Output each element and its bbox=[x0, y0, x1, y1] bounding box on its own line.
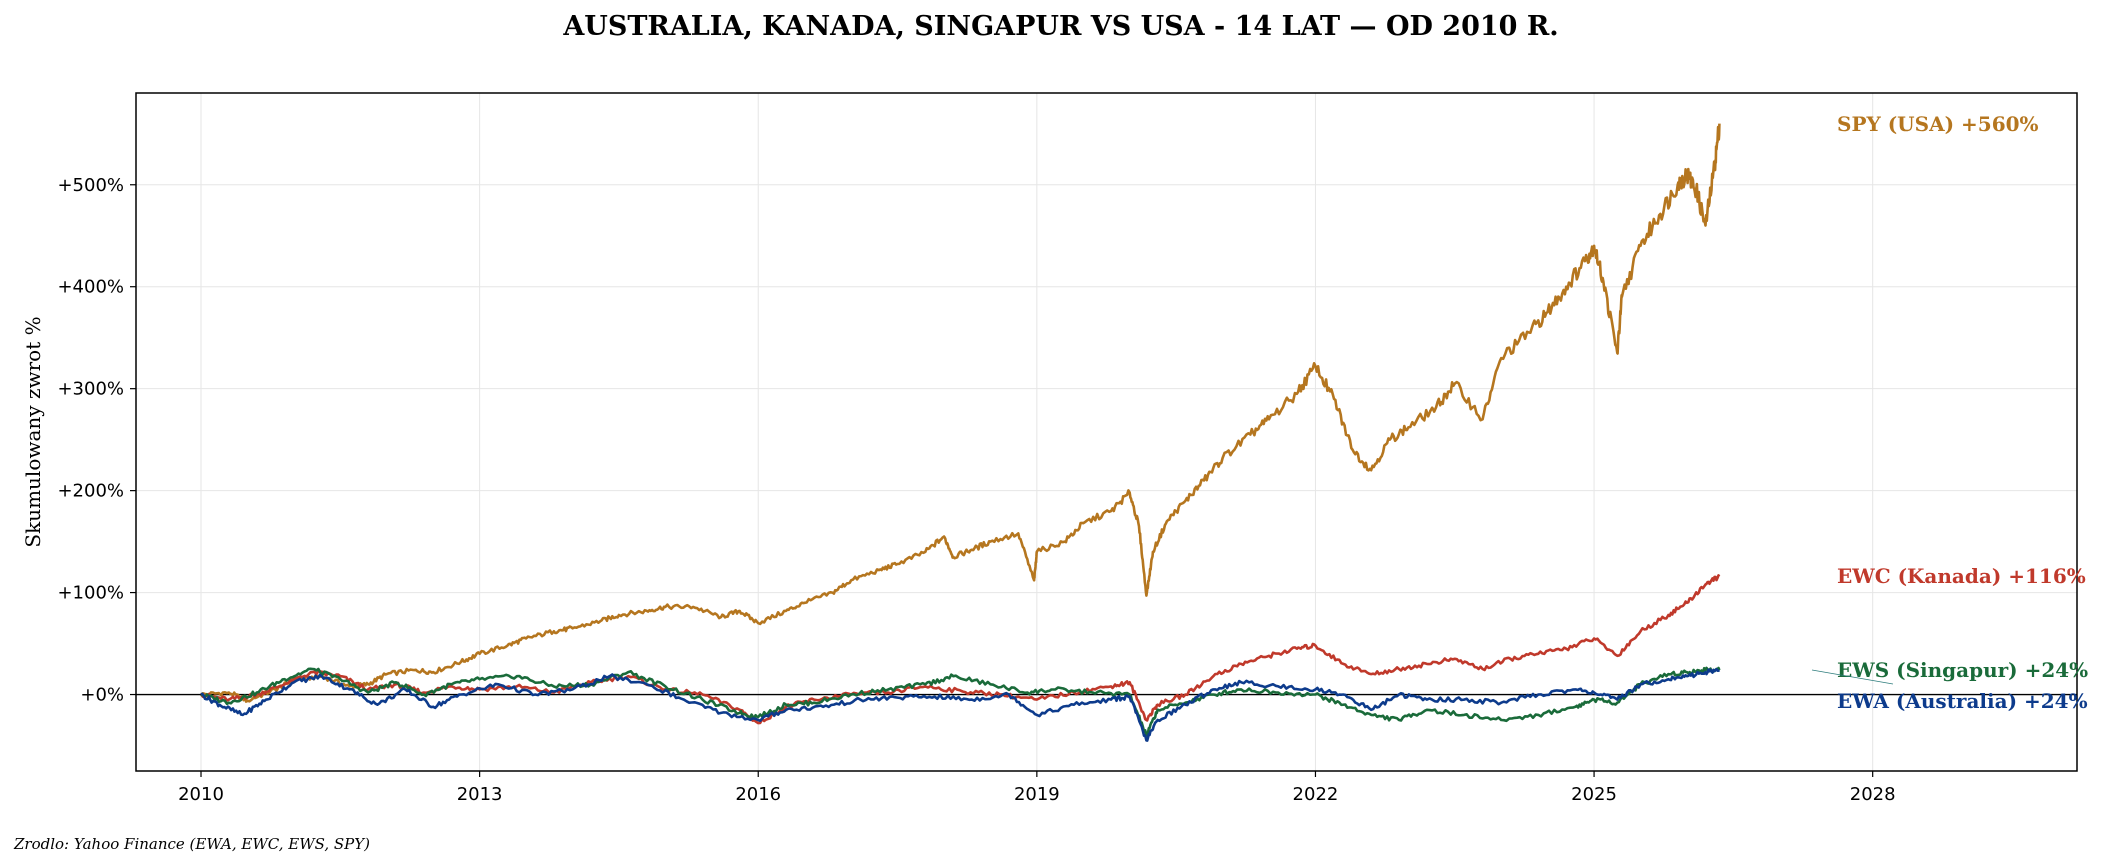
y-tick-label: +400% bbox=[57, 277, 124, 298]
series-line bbox=[200, 666, 1721, 737]
grid bbox=[136, 93, 2077, 771]
x-tick-label: 2013 bbox=[457, 784, 503, 805]
y-tick-label: +500% bbox=[57, 175, 124, 196]
plot-frame bbox=[135, 92, 2078, 772]
series-line bbox=[200, 123, 1721, 703]
series-end-label: EWS (Singapur) +24% bbox=[1837, 658, 2088, 682]
x-tick-label: 2019 bbox=[1014, 784, 1060, 805]
series-end-labels: SPY (USA) +560% EWC (Kanada) +116% EWS (Si… bbox=[1811, 112, 2088, 713]
series-line bbox=[200, 667, 1721, 742]
x-tick-label: 2010 bbox=[178, 784, 224, 805]
x-tick-label: 2022 bbox=[1293, 784, 1339, 805]
x-tick-label: 2025 bbox=[1571, 784, 1617, 805]
series-end-label: EWA (Australia) +24% bbox=[1837, 689, 2088, 713]
series-end-label: EWC (Kanada) +116% bbox=[1837, 564, 2086, 588]
x-tick-label: 2016 bbox=[735, 784, 781, 805]
y-axis-label: Skumulowany zwrot % bbox=[21, 316, 45, 547]
source-note: Zrodlo: Yahoo Finance (EWA, EWC, EWS, SP… bbox=[13, 835, 370, 853]
y-tick-label: +300% bbox=[57, 379, 124, 400]
y-axis: +0% +100% +200% +300% +400% +500% bbox=[57, 175, 136, 706]
chart-title: AUSTRALIA, KANADA, SINGAPUR VS USA - 14 … bbox=[562, 11, 1558, 42]
x-axis: 2010 2013 2016 2019 2022 2025 2028 bbox=[178, 771, 1896, 805]
y-tick-label: +100% bbox=[57, 583, 124, 604]
y-tick-label: +200% bbox=[57, 481, 124, 502]
series-end-label: SPY (USA) +560% bbox=[1837, 112, 2039, 136]
y-tick-label: +0% bbox=[80, 685, 124, 706]
label-leader-line bbox=[1811, 669, 1894, 685]
series-lines bbox=[200, 123, 1721, 742]
x-tick-label: 2028 bbox=[1850, 784, 1896, 805]
